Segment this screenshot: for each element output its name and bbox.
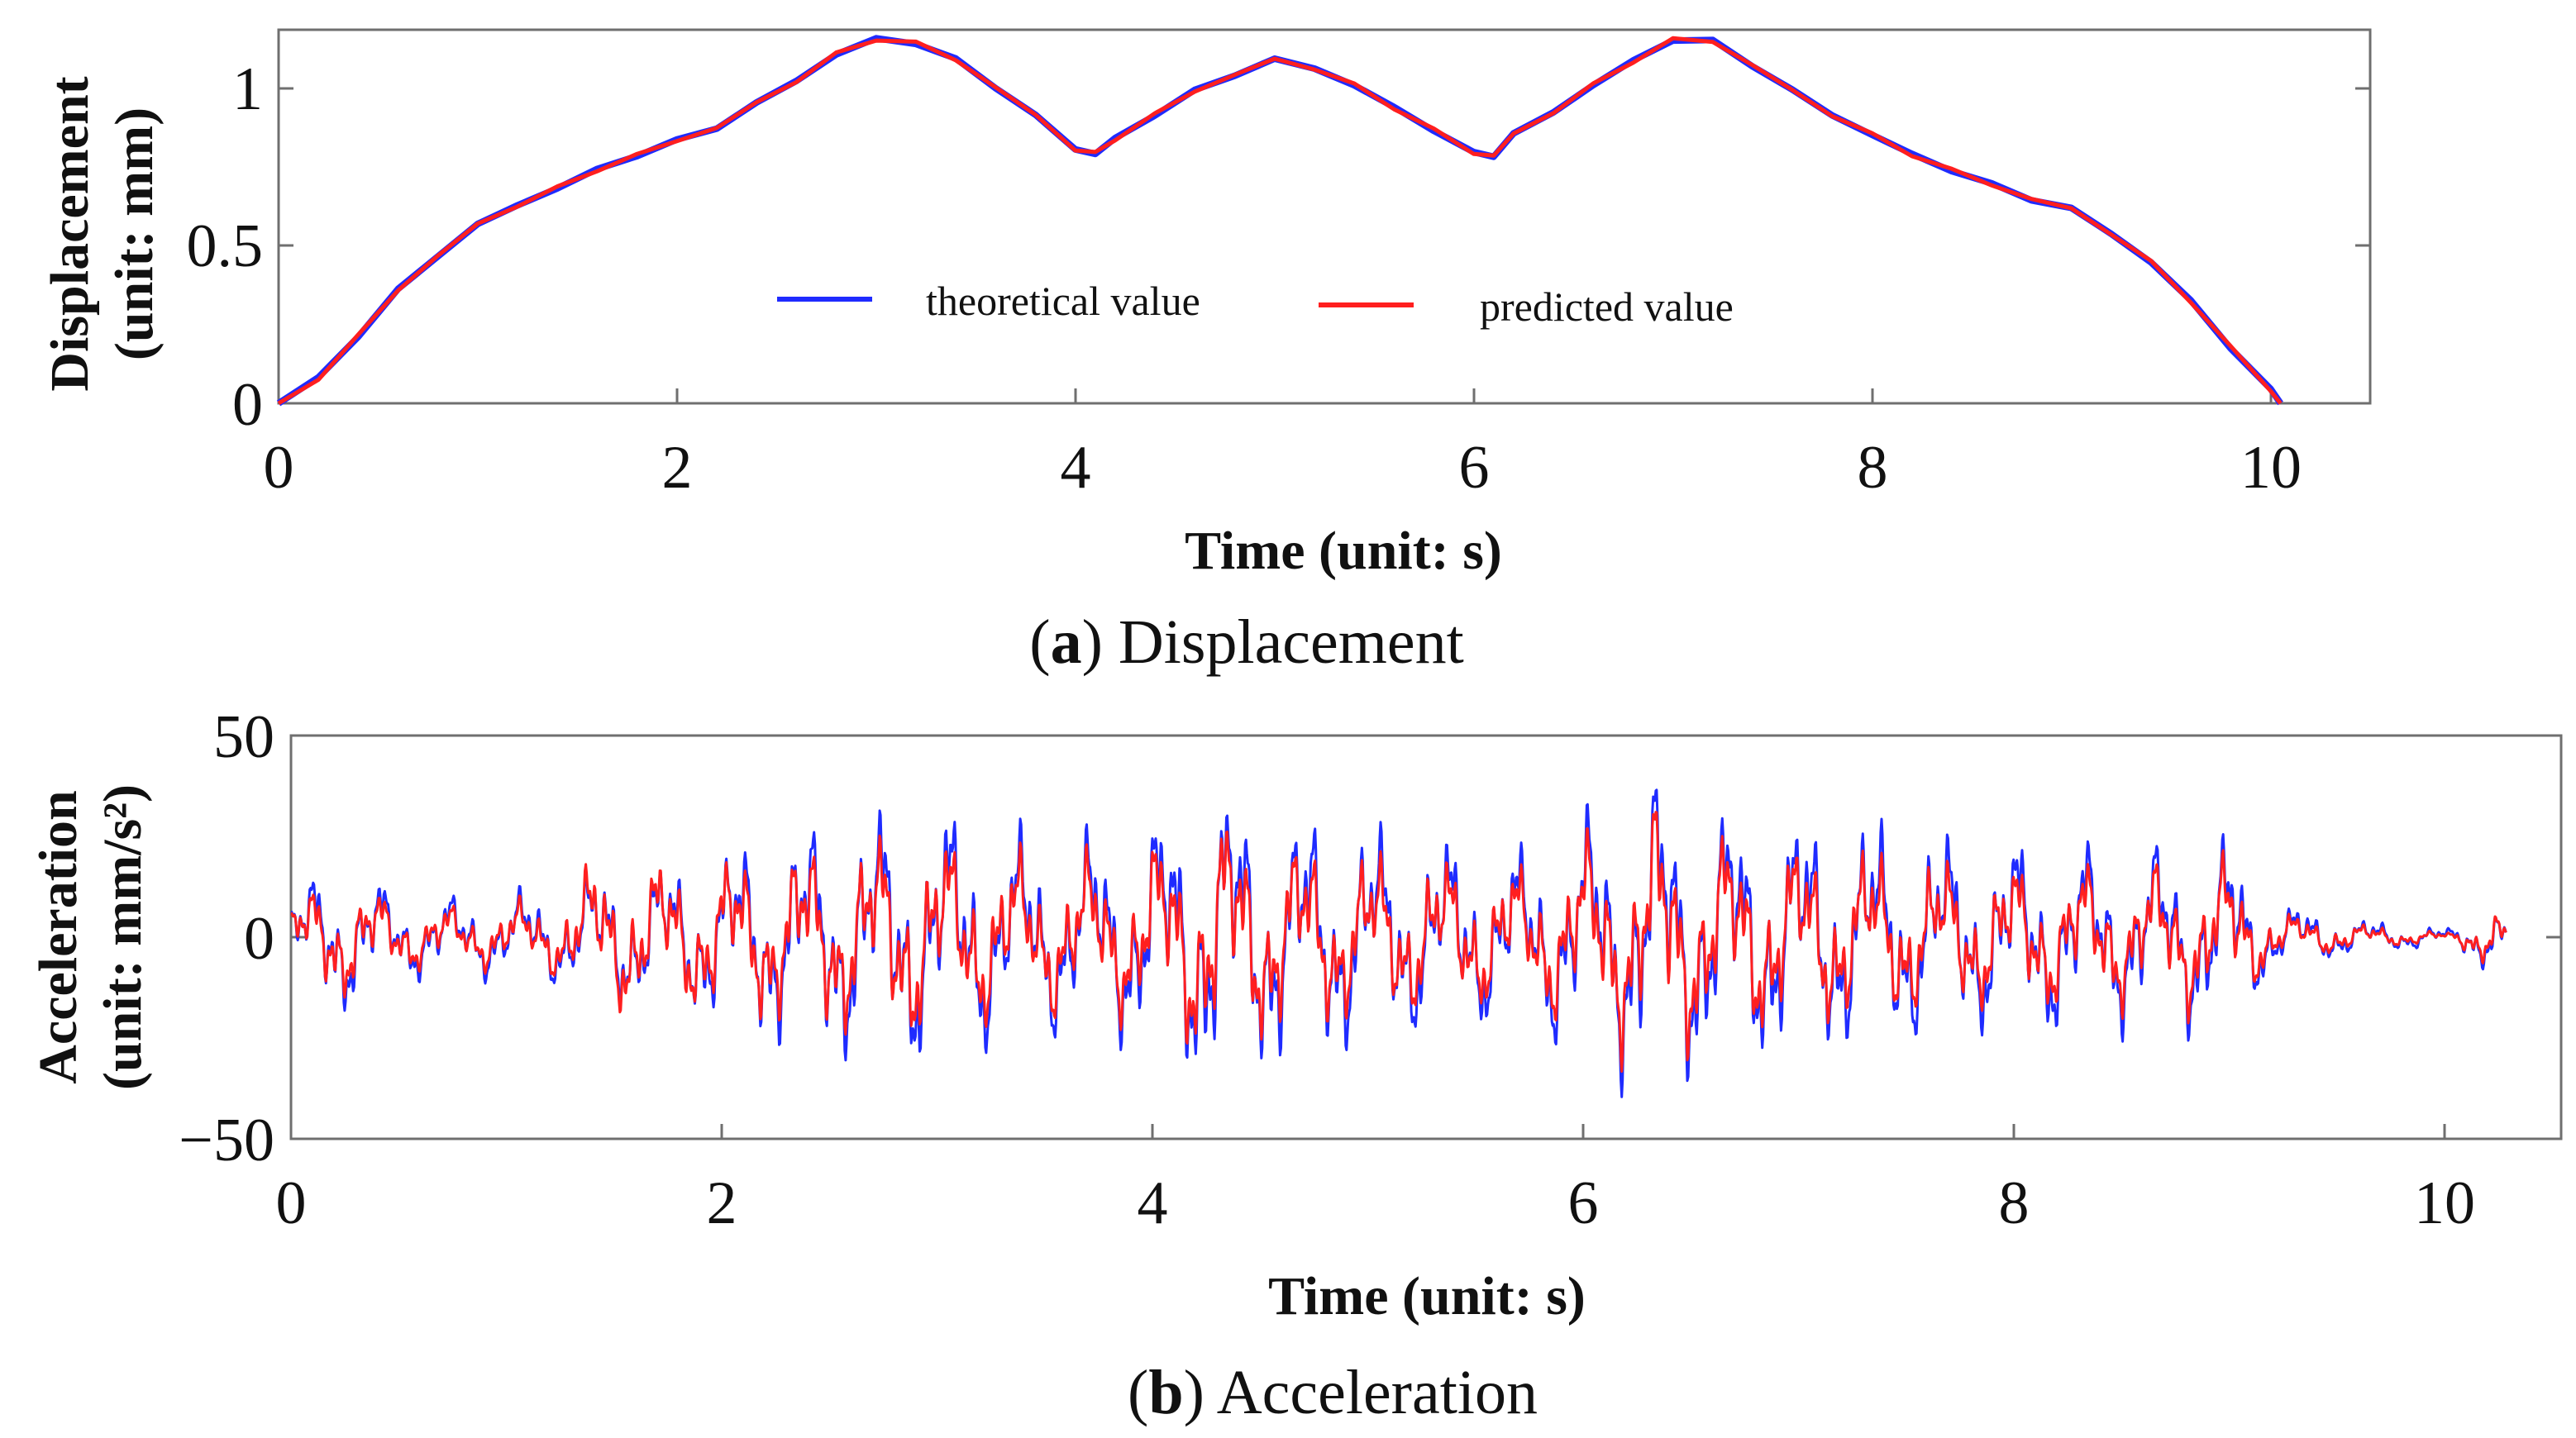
caption-a-text: Displacement	[1103, 607, 1464, 677]
series-line-predicted-displacement	[277, 36, 2283, 406]
x-axis-title-a: Time (unit: s)	[1185, 521, 1502, 581]
x-tick-label-a-1: 2	[662, 434, 693, 502]
caption-b-open: (	[1128, 1358, 1148, 1427]
legend-a: theoretical value predicted value	[777, 278, 1734, 330]
y-tick-label-a-0: 0	[232, 371, 263, 439]
x-axis-title-b: Time (unit: s)	[1268, 1266, 1586, 1326]
y-ticks-a	[279, 87, 2370, 405]
x-ticks-a	[277, 388, 2273, 403]
y-axis-title-a-line1: Displacement	[40, 76, 100, 391]
y-axis-title-a: Displacement (unit: mm)	[40, 76, 165, 391]
y-axis-title-b: Acceleration (unit: mm/s²)	[28, 784, 153, 1090]
legend-label-predicted: predicted value	[1480, 283, 1734, 330]
y-axis-title-b-line2: (unit: mm/s²)	[93, 784, 153, 1090]
x-tick-labels-b: 0 2 4 6 8 10	[276, 1169, 2476, 1237]
x-tick-label-a-5: 10	[2240, 434, 2302, 502]
y-axis-title-b-line1: Acceleration	[28, 790, 88, 1084]
caption-a-letter: a	[1051, 607, 1082, 677]
x-tick-label-a-2: 4	[1061, 434, 1091, 502]
x-tick-label-b-5: 10	[2414, 1169, 2475, 1237]
y-tick-label-a-2: 1	[232, 55, 263, 123]
caption-b: (b) Acceleration	[1128, 1358, 1538, 1427]
caption-b-text: Acceleration	[1205, 1358, 1538, 1427]
x-tick-label-a-4: 8	[1858, 434, 1888, 502]
y-tick-label-b-2: 50	[213, 703, 274, 771]
caption-b-letter: b	[1148, 1358, 1183, 1427]
x-tick-label-b-1: 2	[707, 1169, 737, 1237]
caption-a-open: (	[1029, 607, 1050, 677]
legend-label-theoretical: theoretical value	[926, 278, 1200, 324]
y-tick-label-b-1: 0	[244, 905, 274, 973]
caption-a-close: )	[1082, 607, 1103, 677]
x-ticks-b	[289, 1124, 2446, 1139]
y-tick-labels-a: 0 0.5 1	[187, 55, 264, 439]
x-tick-label-b-2: 4	[1138, 1169, 1168, 1237]
x-tick-label-a-3: 6	[1459, 434, 1490, 502]
y-tick-labels-b: −50 0 50	[179, 703, 274, 1174]
plot-frame-a	[277, 28, 2372, 405]
panel-displacement: 0 2 4 6 8 10 0 0.5 1 Time (unit: s) Disp…	[40, 28, 2372, 677]
series-line-theoretical-displacement	[276, 35, 2283, 407]
series-line-predicted-acceleration	[290, 811, 2507, 1073]
caption-b-close: )	[1184, 1358, 1205, 1427]
y-tick-label-b-0: −50	[179, 1107, 274, 1174]
y-tick-label-a-1: 0.5	[187, 212, 264, 280]
y-axis-title-a-line2: (unit: mm)	[104, 107, 165, 360]
series-lines-b	[290, 788, 2507, 1098]
x-tick-labels-a: 0 2 4 6 8 10	[264, 434, 2302, 502]
panel-acceleration: 0 2 4 6 8 10 −50 0 50 Time (unit: s) Acc…	[28, 703, 2563, 1427]
x-tick-label-b-0: 0	[276, 1169, 307, 1237]
series-lines-a	[276, 35, 2283, 407]
caption-a: (a) Displacement	[1029, 607, 1463, 677]
x-tick-label-b-4: 8	[1999, 1169, 2030, 1237]
x-tick-label-a-0: 0	[264, 434, 294, 502]
x-tick-label-b-3: 6	[1568, 1169, 1599, 1237]
